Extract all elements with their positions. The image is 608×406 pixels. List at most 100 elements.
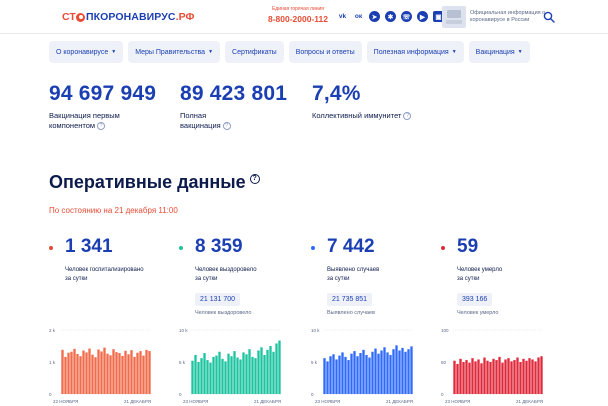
chart-bar[interactable] (112, 349, 115, 394)
nav-item-vaccination[interactable]: Вакцинация ▼ (468, 41, 530, 63)
nav-item-government-measures[interactable]: Меры Правительства ▼ (128, 41, 221, 63)
chart-bar[interactable] (133, 356, 136, 394)
chart-bar[interactable] (254, 358, 257, 394)
chart-bar[interactable] (465, 360, 468, 394)
chart-bar[interactable] (73, 348, 76, 394)
chart-bar[interactable] (534, 361, 537, 394)
nav-item-useful-info[interactable]: Полезная информация ▼ (366, 41, 464, 63)
chart-bar[interactable] (507, 358, 510, 394)
viber-icon[interactable]: ☏ (401, 11, 412, 22)
chart-bar[interactable] (70, 351, 73, 394)
chart-bar[interactable] (489, 362, 492, 394)
site-logo[interactable]: СТ ПКОРОНАВИРУС .РФ (62, 11, 195, 23)
chart-bar[interactable] (398, 350, 401, 394)
chart-bar[interactable] (377, 353, 380, 394)
chart-bar[interactable] (197, 362, 200, 394)
chart-bar[interactable] (227, 353, 230, 394)
chart-bar[interactable] (383, 347, 386, 394)
chart-bar[interactable] (510, 361, 513, 394)
chart-bar[interactable] (97, 349, 100, 394)
nav-item-faq[interactable]: Вопросы и ответы (288, 41, 362, 63)
chart-bar[interactable] (374, 348, 377, 394)
hotline-number[interactable]: 8-800-2000-112 (267, 14, 329, 24)
chart-bar[interactable] (531, 359, 534, 394)
chart-bar[interactable] (359, 353, 362, 394)
chart-bar[interactable] (362, 349, 365, 394)
chart-bar[interactable] (239, 359, 242, 394)
nav-item-certificates[interactable]: Сертификаты (225, 41, 284, 63)
chart-bar[interactable] (212, 356, 215, 394)
chart-bar[interactable] (516, 357, 519, 394)
chart-bar[interactable] (263, 354, 266, 394)
telegram-icon[interactable]: ➤ (369, 11, 380, 22)
chart-bar[interactable] (139, 351, 142, 394)
youtube-icon[interactable]: ▶ (417, 11, 428, 22)
help-icon[interactable]: ? (403, 112, 412, 121)
chart-bar[interactable] (401, 347, 404, 394)
chart-bar[interactable] (492, 358, 495, 394)
chart-bar[interactable] (127, 354, 130, 394)
chart-bar[interactable] (191, 360, 194, 394)
chart-bar[interactable] (483, 357, 486, 394)
chart-bar[interactable] (203, 353, 206, 394)
chart-bar[interactable] (61, 349, 64, 394)
chart-bar[interactable] (118, 353, 121, 394)
chart-bar[interactable] (477, 359, 480, 394)
chart-bar[interactable] (540, 356, 543, 394)
chart-bar[interactable] (468, 362, 471, 394)
chart-bar[interactable] (209, 362, 212, 394)
chart-bar[interactable] (136, 352, 139, 394)
chart-bar[interactable] (329, 356, 332, 394)
chart-bar[interactable] (326, 361, 329, 394)
chart-bar[interactable] (218, 351, 221, 394)
ok-icon[interactable]: ок (354, 13, 363, 20)
chart-bar[interactable] (335, 359, 338, 394)
chart-bar[interactable] (257, 350, 260, 394)
chart-bar[interactable] (266, 349, 269, 394)
chart-bar[interactable] (456, 363, 459, 394)
chart-bar[interactable] (145, 349, 148, 394)
chart-bar[interactable] (486, 360, 489, 394)
chart-bar[interactable] (236, 357, 239, 394)
chart-bar[interactable] (480, 363, 483, 394)
search-icon[interactable] (543, 11, 555, 23)
chart-bar[interactable] (347, 360, 350, 394)
chart-bar[interactable] (251, 356, 254, 394)
chart-bar[interactable] (332, 354, 335, 394)
chart-bar[interactable] (85, 352, 88, 394)
messenger-icon[interactable]: ✱ (385, 11, 396, 22)
help-icon[interactable]: ? (249, 174, 260, 184)
chart-bar[interactable] (368, 357, 371, 394)
chart-bar[interactable] (365, 354, 368, 394)
chart-bar[interactable] (341, 352, 344, 394)
chart-bar[interactable] (124, 350, 127, 394)
chart-bar[interactable] (221, 358, 224, 394)
chart-bar[interactable] (501, 362, 504, 394)
chart-bar[interactable] (386, 352, 389, 394)
chart-bar[interactable] (272, 351, 275, 394)
chart-bar[interactable] (513, 360, 516, 394)
chart-bar[interactable] (215, 355, 218, 394)
chart-bar[interactable] (471, 358, 474, 394)
chart-bar[interactable] (338, 355, 341, 394)
chart-bar[interactable] (76, 354, 79, 394)
chart-bar[interactable] (495, 360, 498, 394)
chart-bar[interactable] (106, 353, 109, 394)
chart-bar[interactable] (380, 350, 383, 394)
chart-bar[interactable] (245, 354, 248, 394)
chart-bar[interactable] (404, 351, 407, 394)
help-icon[interactable]: ? (97, 122, 106, 131)
chart-bar[interactable] (519, 362, 522, 394)
chart-bar[interactable] (148, 351, 151, 394)
chart-bar[interactable] (389, 354, 392, 394)
chart-bar[interactable] (459, 358, 462, 394)
chart-bar[interactable] (233, 351, 236, 394)
chart-bar[interactable] (242, 352, 245, 394)
chart-bar[interactable] (350, 353, 353, 394)
help-icon[interactable]: ? (222, 122, 231, 131)
chart-bar[interactable] (115, 352, 118, 394)
chart-bar[interactable] (121, 355, 124, 394)
chart-bar[interactable] (103, 347, 106, 394)
chart-bar[interactable] (200, 358, 203, 394)
chart-bar[interactable] (79, 356, 82, 394)
